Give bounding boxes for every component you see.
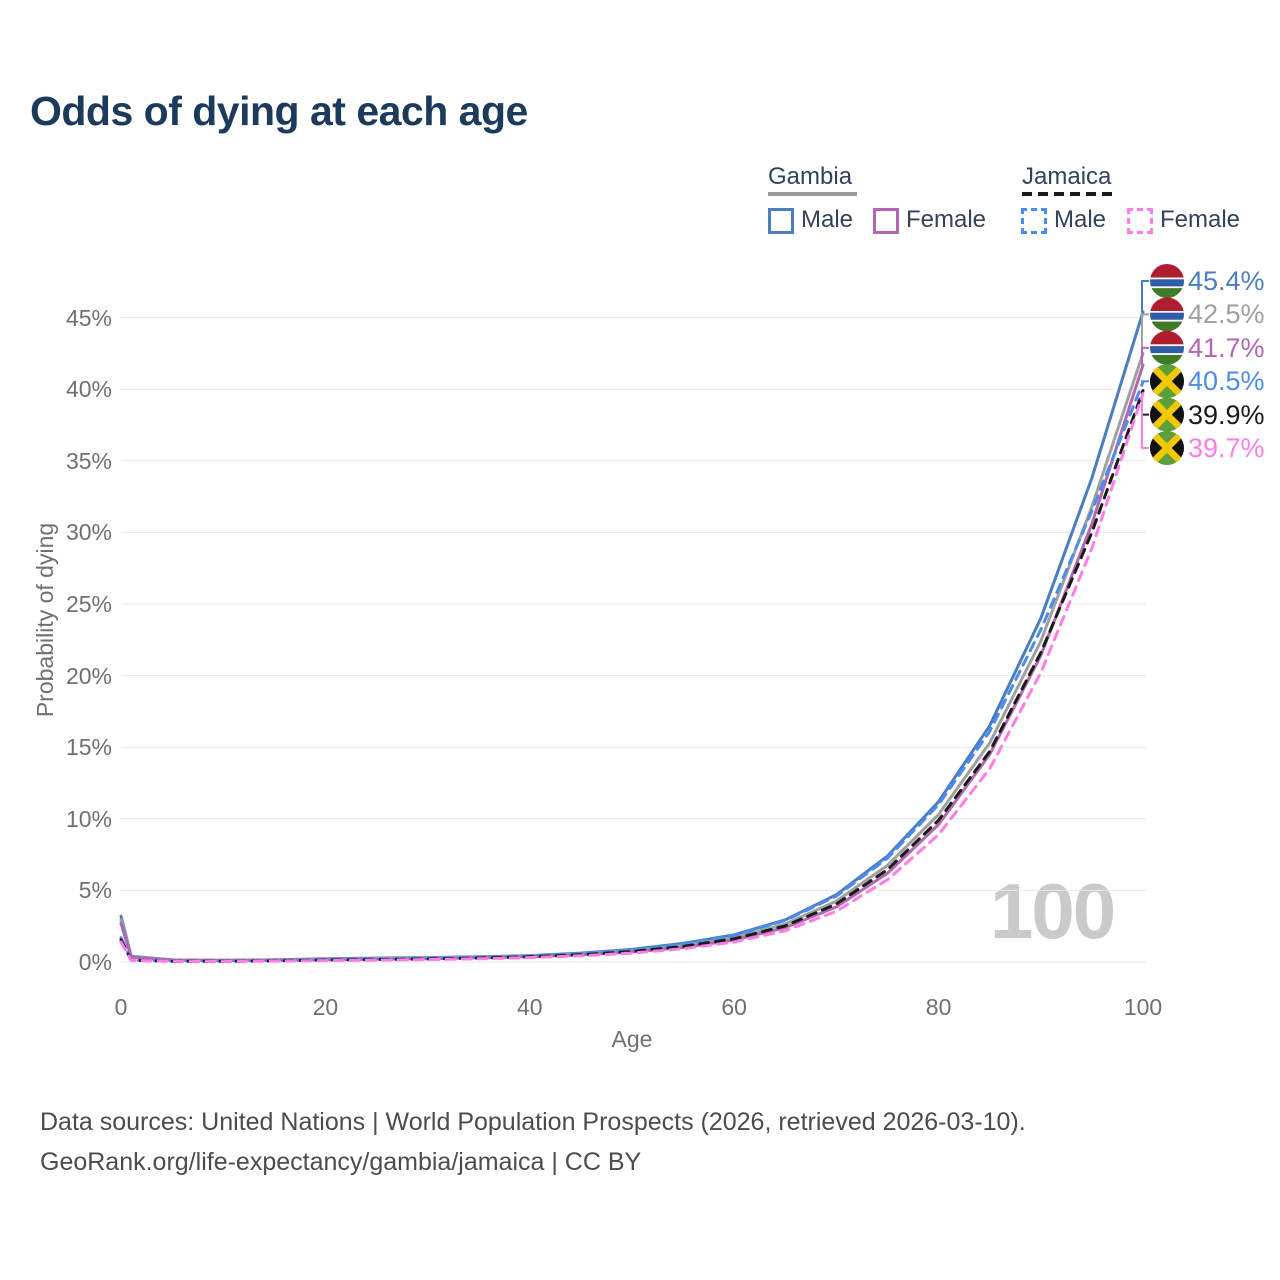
y-tick: 0%: [78, 949, 112, 975]
leader-line: [1141, 280, 1149, 312]
jamaica-flag-icon: [1150, 364, 1184, 399]
y-tick: 35%: [65, 447, 112, 474]
leader-line: [1141, 393, 1149, 449]
legend-swatch-jamaica-male[interactable]: [1021, 208, 1047, 234]
series-line-jamaica-male[interactable]: [119, 380, 1145, 963]
legend-item-jamaica-male[interactable]: Male: [1054, 206, 1107, 233]
x-tick: 100: [1123, 994, 1163, 1020]
legend-item-jamaica-female[interactable]: Female: [1160, 206, 1241, 233]
footer-data-sources: Data sources: United Nations | World Pop…: [40, 1108, 1026, 1136]
page-title: Odds of dying at each age: [30, 88, 528, 134]
y-axis-title: Probability of dying: [32, 522, 58, 718]
series-line-jamaica-female[interactable]: [119, 392, 1145, 963]
x-axis-title: Age: [611, 1026, 653, 1052]
legend-gambia-solid-line-sample: [768, 192, 857, 196]
leader-line: [1141, 313, 1149, 354]
y-tick: 10%: [65, 805, 112, 832]
end-label-jamaica-both: 39.9%: [1188, 399, 1265, 430]
jamaica-flag-icon: [1150, 431, 1184, 465]
end-label-jamaica-male: 40.5%: [1188, 366, 1265, 397]
legend-item-gambia-male[interactable]: Male: [801, 206, 854, 233]
y-tick: 20%: [65, 662, 112, 689]
y-tick: 40%: [65, 376, 112, 403]
legend-jamaica-dashed-line-sample: [1022, 192, 1114, 196]
y-tick: 45%: [65, 304, 112, 331]
leader-line: [1141, 380, 1149, 383]
y-tick: 30%: [65, 519, 112, 546]
jamaica-flag-icon: [1150, 397, 1184, 432]
x-tick: 0: [114, 994, 128, 1020]
x-tick: 80: [925, 994, 952, 1020]
y-tick: 25%: [65, 591, 112, 617]
legend-group-gambia-label: Gambia: [768, 163, 853, 190]
legend-swatch-gambia-female[interactable]: [873, 208, 899, 234]
end-label-jamaica-female: 39.7%: [1188, 433, 1265, 463]
end-label-gambia-both: 42.5%: [1188, 299, 1265, 330]
legend-swatch-jamaica-female[interactable]: [1127, 208, 1153, 234]
series-line-gambia-female[interactable]: [119, 363, 1145, 963]
legend-item-gambia-female[interactable]: Female: [906, 206, 987, 233]
legend-group-jamaica-label: Jamaica: [1022, 163, 1112, 190]
y-tick: 5%: [78, 877, 112, 904]
series-line-gambia-male[interactable]: [119, 310, 1145, 962]
footer-attribution-link[interactable]: GeoRank.org/life-expectancy/gambia/jamai…: [40, 1148, 642, 1176]
end-label-gambia-female: 41.7%: [1188, 332, 1265, 363]
watermark-age-100: 100: [990, 867, 1116, 955]
gambia-flag-icon: [1150, 330, 1184, 365]
gambia-flag-icon: [1150, 297, 1184, 332]
x-tick: 40: [517, 994, 543, 1020]
x-tick: 60: [721, 994, 747, 1020]
end-label-gambia-male: 45.4%: [1188, 266, 1265, 296]
series-line-gambia-both-sexes[interactable]: [119, 351, 1145, 962]
gambia-flag-icon: [1150, 264, 1184, 298]
y-tick: 15%: [65, 734, 112, 761]
legend-swatch-gambia-male[interactable]: [768, 208, 794, 234]
leader-line: [1141, 346, 1149, 365]
x-tick: 20: [312, 994, 339, 1020]
